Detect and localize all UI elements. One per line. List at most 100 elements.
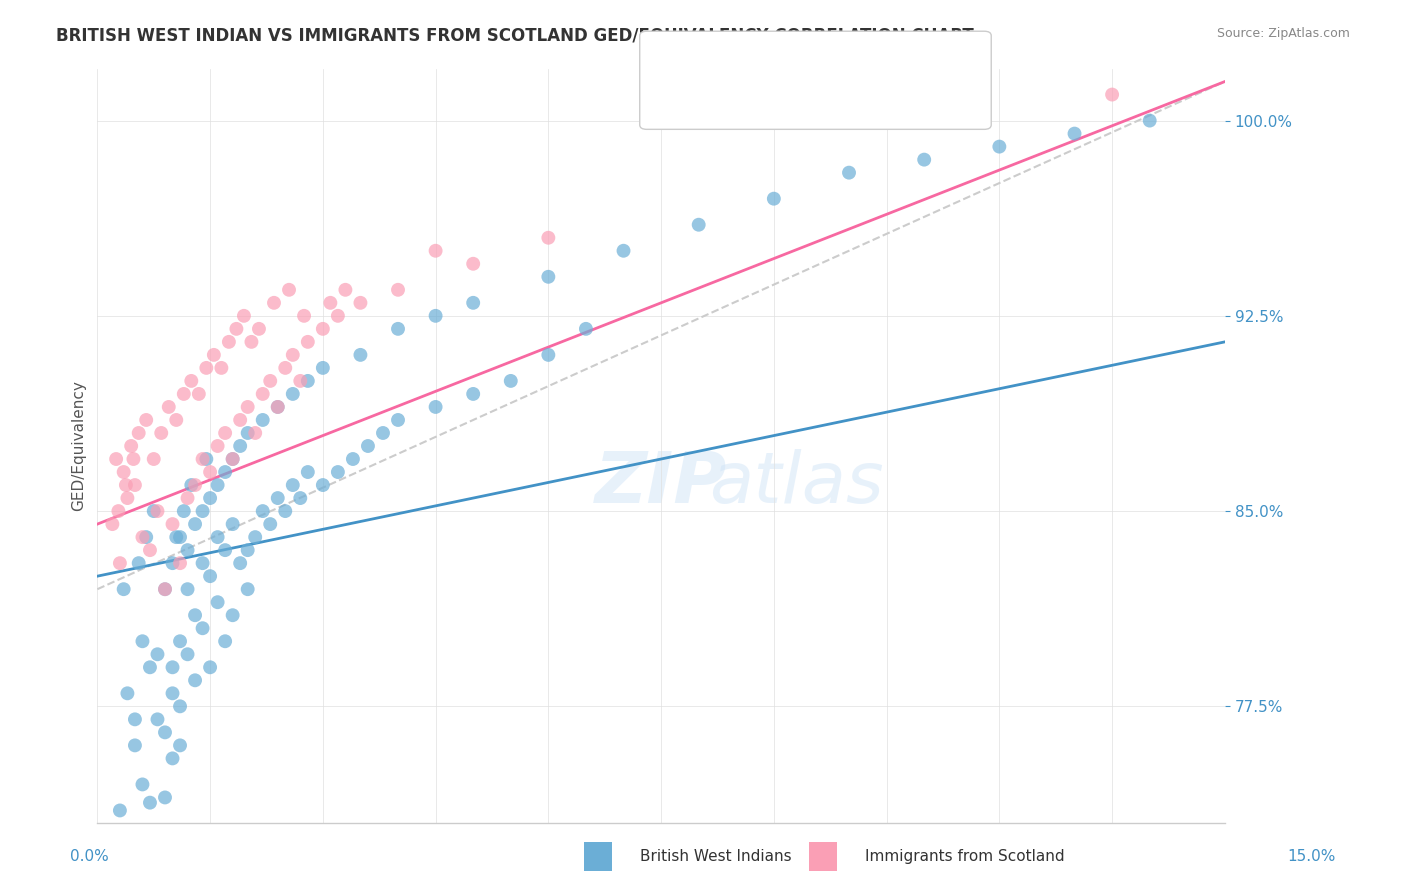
Point (108, 556, 131, 570)
Point (290, 491, 312, 505)
Point (252, 387, 274, 401)
Point (165, 413, 187, 427)
Point (537, 348, 560, 362)
Point (425, 244, 447, 258)
Point (290, 374, 312, 388)
Point (349, 348, 371, 362)
Point (135, 530, 157, 544)
Point (191, 556, 214, 570)
Point (278, 283, 301, 297)
Point (281, 348, 304, 362)
Point (218, 334, 240, 349)
Point (146, 647, 169, 661)
Point (232, 309, 254, 323)
Point (274, 504, 297, 518)
Point (240, 334, 263, 349)
Point (612, 244, 634, 258)
Point (371, 425, 394, 440)
Point (537, 269, 560, 284)
Point (107, 504, 129, 518)
Point (180, 478, 202, 492)
Point (191, 621, 214, 635)
Point (184, 478, 207, 492)
Point (537, 231, 560, 245)
Point (207, 530, 229, 544)
Point (191, 452, 214, 467)
Point (245, 425, 267, 440)
Point (274, 360, 297, 375)
Point (142, 452, 165, 467)
Point (157, 400, 180, 414)
Point (153, 582, 176, 597)
Point (124, 712, 146, 726)
Point (229, 439, 252, 453)
Point (1063, 127, 1085, 141)
Point (153, 582, 176, 597)
Point (108, 804, 131, 818)
Point (112, 465, 135, 479)
Point (198, 491, 221, 505)
Text: N =: N = (832, 91, 872, 109)
Point (122, 452, 145, 467)
Point (425, 309, 447, 323)
Text: atlas: atlas (709, 450, 884, 518)
Text: R =: R = (706, 52, 745, 70)
Point (202, 348, 225, 362)
Text: N =: N = (832, 52, 872, 70)
Point (326, 465, 349, 479)
Point (105, 452, 128, 467)
Point (131, 530, 153, 544)
Point (292, 309, 315, 323)
Point (312, 360, 335, 375)
Point (1139, 113, 1161, 128)
Text: 15.0%: 15.0% (1288, 849, 1336, 863)
Point (124, 478, 146, 492)
Point (252, 413, 274, 427)
Point (207, 595, 229, 609)
Point (214, 634, 236, 648)
Point (142, 504, 165, 518)
Point (342, 452, 364, 467)
Point (463, 257, 485, 271)
Text: 92: 92 (879, 52, 901, 70)
Point (173, 387, 195, 401)
Text: Source: ZipAtlas.com: Source: ZipAtlas.com (1216, 27, 1350, 40)
Point (245, 530, 267, 544)
Point (195, 452, 218, 467)
Point (236, 543, 259, 558)
Point (335, 283, 357, 297)
Point (214, 543, 236, 558)
Point (575, 322, 598, 336)
Point (128, 556, 150, 570)
Point (988, 139, 1011, 153)
Point (139, 660, 162, 674)
Point (139, 543, 162, 558)
Point (184, 517, 207, 532)
Point (499, 374, 522, 388)
Point (267, 491, 290, 505)
Point (153, 790, 176, 805)
Point (425, 400, 447, 414)
Point (207, 439, 229, 453)
Point (214, 425, 236, 440)
Point (281, 387, 304, 401)
Point (319, 295, 342, 310)
Point (139, 796, 162, 810)
Point (267, 400, 290, 414)
Point (912, 153, 935, 167)
Point (236, 400, 259, 414)
Point (838, 166, 860, 180)
Point (165, 530, 187, 544)
Y-axis label: GED/Equivalency: GED/Equivalency (72, 381, 86, 511)
Point (463, 295, 485, 310)
Point (198, 660, 221, 674)
Point (762, 192, 785, 206)
Point (120, 439, 142, 453)
Text: ZIP: ZIP (595, 450, 727, 518)
Point (169, 556, 191, 570)
Point (184, 608, 207, 623)
Point (176, 543, 198, 558)
Point (229, 413, 252, 427)
Point (252, 504, 274, 518)
Text: R =: R = (706, 91, 745, 109)
